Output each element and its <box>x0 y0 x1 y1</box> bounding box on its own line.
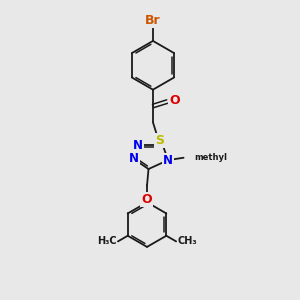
Text: methyl: methyl <box>194 153 227 162</box>
Text: N: N <box>133 139 143 152</box>
Text: N: N <box>129 152 139 165</box>
Text: S: S <box>155 134 164 147</box>
Text: Br: Br <box>145 14 161 27</box>
Text: N: N <box>163 154 173 166</box>
Text: O: O <box>141 193 152 206</box>
Text: O: O <box>169 94 180 106</box>
Text: CH₃: CH₃ <box>178 236 197 246</box>
Text: H₃C: H₃C <box>97 236 116 246</box>
